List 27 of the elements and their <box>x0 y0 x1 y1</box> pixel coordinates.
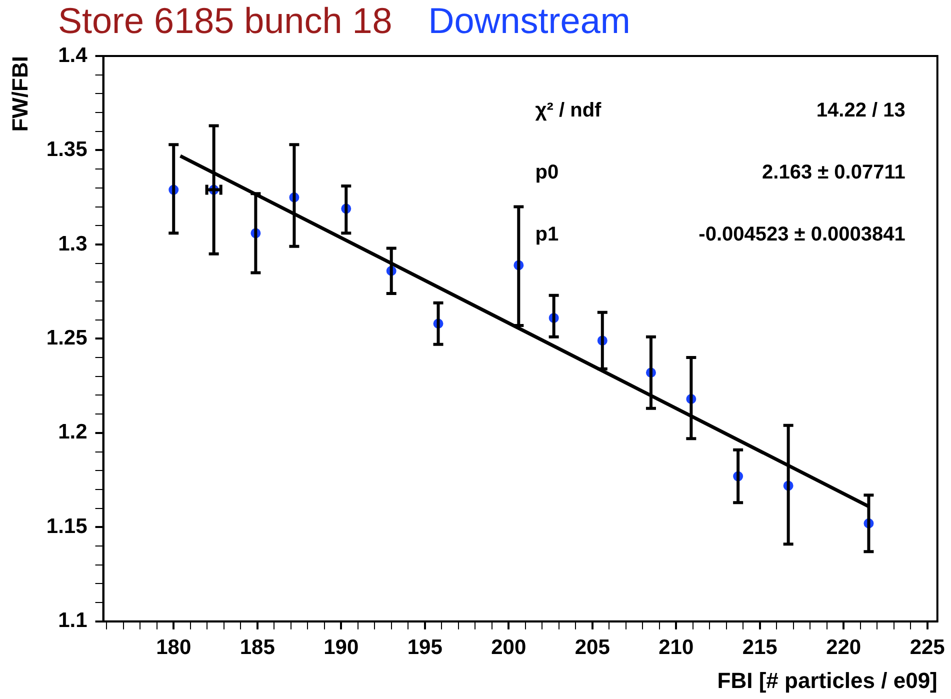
annotation: χ² / ndf <box>535 100 602 122</box>
chart-subtitle: Downstream <box>428 0 630 41</box>
annotation: 14.22 / 13 <box>816 100 906 122</box>
chart-title: Store 6185 bunch 18 <box>58 0 392 41</box>
y-tick-label: 1.3 <box>58 232 88 256</box>
annotation: 2.163 ± 0.07711 <box>762 162 906 184</box>
y-tick-label: 1.35 <box>46 138 88 162</box>
x-axis-title: FBI [# particles / e09] <box>717 668 938 693</box>
x-tick-label: 200 <box>491 636 526 659</box>
x-tick-label: 185 <box>240 636 276 659</box>
y-tick-label: 1.1 <box>58 609 88 632</box>
y-tick-label: 1.4 <box>58 44 88 67</box>
x-tick-label: 220 <box>826 636 862 659</box>
y-tick-label: 1.25 <box>46 326 88 350</box>
y-tick-label: 1.15 <box>46 514 88 538</box>
annotation: p1 <box>535 224 559 246</box>
x-tick-label: 180 <box>156 636 192 659</box>
annotation: -0.004523 ± 0.0003841 <box>698 224 906 246</box>
y-axis-title: FW/FBI <box>7 56 32 132</box>
x-tick-label: 225 <box>910 636 946 659</box>
x-tick-label: 210 <box>658 636 694 659</box>
x-tick-label: 215 <box>742 636 778 659</box>
x-tick-label: 205 <box>574 636 610 659</box>
x-tick-label: 190 <box>324 636 359 659</box>
y-tick-label: 1.2 <box>58 420 88 444</box>
annotation: p0 <box>535 162 559 184</box>
x-tick-label: 195 <box>407 636 443 659</box>
